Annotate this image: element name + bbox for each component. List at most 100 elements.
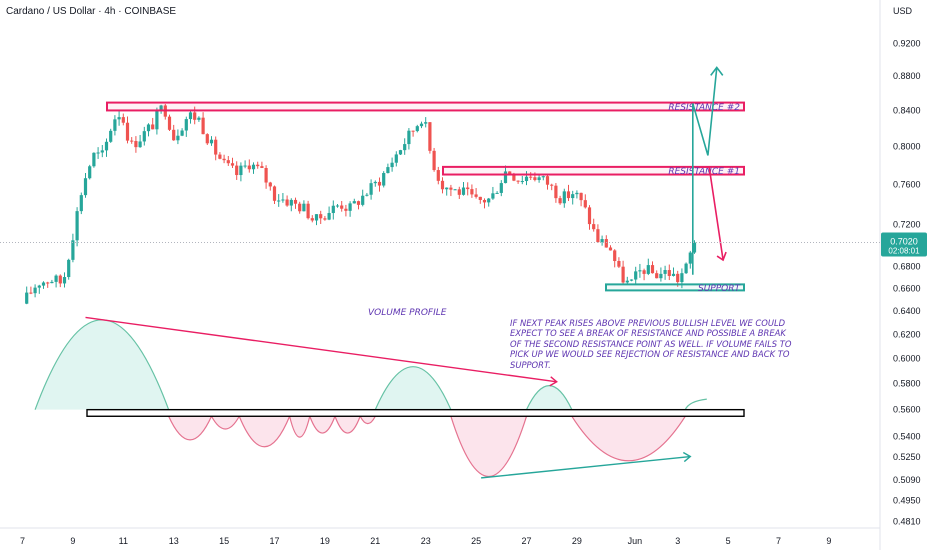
time-tick-label: 19: [320, 536, 330, 546]
candle-down: [512, 174, 516, 181]
candle-up: [361, 195, 365, 205]
candle-down: [323, 218, 327, 220]
candle-up: [184, 119, 188, 131]
candle-up: [491, 193, 495, 199]
time-tick-label: 17: [269, 536, 279, 546]
candle-down: [667, 270, 671, 276]
candle-down: [550, 184, 554, 186]
price-tick-label: 0.5600: [893, 405, 921, 415]
candle-up: [407, 130, 411, 145]
candle-up: [37, 285, 41, 288]
candle-up: [281, 199, 285, 201]
candle-up: [382, 173, 386, 186]
candle-up: [659, 273, 663, 279]
candle-up: [335, 205, 340, 207]
volume-down-lobe: [289, 416, 311, 438]
candle-up: [62, 277, 67, 284]
candle-up: [663, 270, 667, 274]
candle-down: [604, 239, 608, 248]
time-tick-label: 27: [521, 536, 531, 546]
candle-down: [545, 176, 550, 185]
price-tick-label: 0.7200: [893, 219, 921, 229]
resistance-1-zone-label: RESISTANCE #1: [668, 167, 740, 177]
candle-up: [188, 112, 193, 120]
candle-down: [272, 186, 277, 201]
candle-down: [306, 203, 310, 219]
volume-up-lobe: [525, 385, 573, 410]
price-tag-value: 0.7020: [890, 237, 918, 247]
candle-down: [58, 275, 62, 284]
candle-down: [466, 187, 470, 190]
candle-up: [96, 152, 100, 154]
candle-down: [529, 176, 533, 178]
candle-down: [344, 208, 348, 211]
candle-up: [277, 200, 281, 202]
candle-up: [520, 181, 524, 183]
candle-up: [537, 177, 541, 181]
volume-down-lobe: [571, 415, 686, 462]
candle-down: [319, 214, 323, 219]
volume-down-lobe: [334, 416, 361, 434]
candle-up: [302, 203, 306, 212]
candle-down: [592, 224, 596, 230]
candle-down: [432, 150, 436, 171]
price-tag-countdown: 02:08:01: [888, 247, 920, 256]
candle-up: [92, 152, 96, 167]
candle-up: [600, 239, 604, 243]
volume-peaks-trendline: [85, 316, 557, 383]
candle-up: [575, 192, 579, 195]
commentary-line: PICK UP WE WOULD SEE REJECTION OF RESIST…: [510, 349, 790, 360]
candle-up: [251, 164, 256, 170]
time-tick-label: 3: [675, 536, 680, 546]
candle-up: [180, 130, 184, 136]
support-zone: [605, 283, 745, 292]
candle-up: [634, 271, 638, 280]
volume-down-lobe: [168, 416, 213, 441]
candle-up: [688, 252, 692, 264]
candle-up: [571, 194, 575, 199]
time-tick-label: 21: [370, 536, 380, 546]
time-tick-label: 7: [776, 536, 781, 546]
time-tick-label: 11: [119, 536, 128, 546]
candle-down: [121, 117, 125, 123]
currency-label[interactable]: USD: [893, 6, 913, 16]
candle-down: [340, 205, 344, 209]
candle-up: [415, 126, 419, 132]
candle-up: [629, 279, 634, 281]
candle-down: [260, 166, 264, 169]
candle-up: [453, 189, 457, 191]
candle-up: [104, 141, 109, 151]
candle-down: [130, 140, 134, 142]
candle-up: [146, 124, 151, 132]
candle-down: [655, 273, 659, 279]
bearish-arrowhead: [716, 251, 727, 262]
candle-up: [142, 131, 146, 142]
price-tick-label: 0.9200: [893, 39, 921, 49]
candle-down: [167, 116, 172, 130]
time-axis: 7 9 11 13 15 17 19 21 23 25 27 29 Jun 3 5 7 9: [20, 536, 831, 546]
candle-down: [474, 194, 478, 197]
candle-down: [449, 187, 453, 190]
candle-down: [214, 139, 218, 155]
candle-down: [579, 192, 583, 201]
candle-up: [113, 119, 117, 131]
candle-up: [398, 150, 403, 155]
candle-up: [155, 110, 159, 130]
candle-up: [100, 150, 104, 153]
candle-up: [352, 201, 356, 204]
time-tick-label: 29: [572, 536, 582, 546]
time-tick-label: 9: [826, 536, 831, 546]
candle-up: [394, 154, 398, 163]
candle-down: [125, 122, 130, 141]
bullish-projection-path: [691, 67, 718, 275]
candle-up: [680, 273, 684, 283]
candle-down: [218, 154, 222, 159]
candle-down: [583, 200, 587, 208]
support-zone-label: SUPPORT: [698, 284, 741, 294]
candle-up: [684, 263, 688, 274]
candle-up: [243, 165, 247, 167]
commentary-line: EXPECT TO SEE A BREAK OF RESISTANCE AND …: [510, 328, 786, 339]
candle-up: [159, 105, 163, 111]
